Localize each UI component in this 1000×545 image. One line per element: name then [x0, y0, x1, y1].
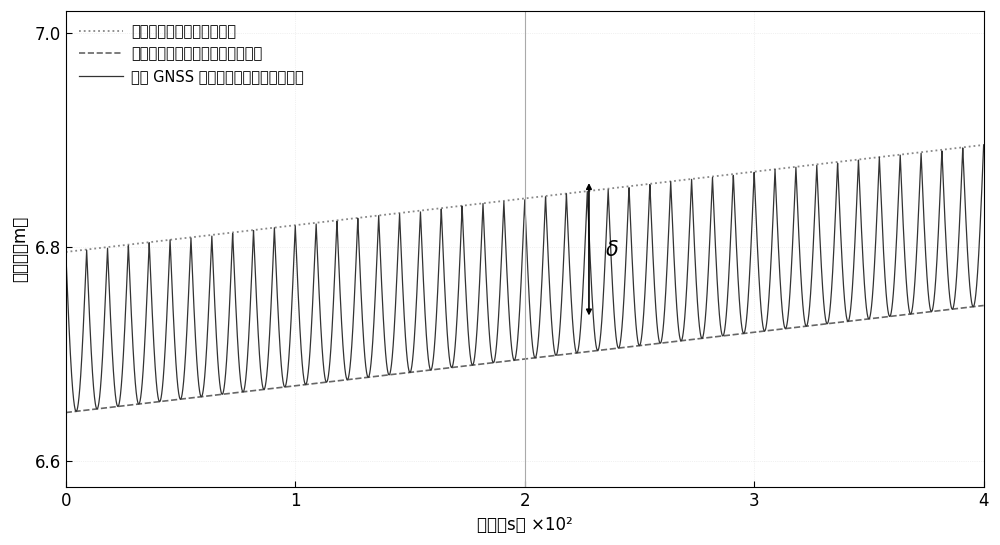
- Text: $\delta$: $\delta$: [605, 240, 619, 260]
- 随船 GNSS 接收机所测原始大地高水位: [789, 177, 801, 184]
- 无横纵摇影响的大地高水位: [60, 249, 72, 255]
- 随船 GNSS 接收机所测原始大地高水位: [740, 318, 752, 324]
- 无横纵摇影响的大地高水位: [740, 169, 752, 176]
- 滤除波浪效应影响后的大地高水位: [60, 409, 72, 416]
- 滤除波浪效应影响后的大地高水位: [603, 346, 615, 353]
- 滤除波浪效应影响后的大地高水位: [392, 371, 404, 377]
- 滤除波浪效应影响后的大地高水位: [643, 341, 655, 348]
- 无横纵摇影响的大地高水位: [643, 181, 655, 187]
- 随船 GNSS 接收机所测原始大地高水位: [978, 142, 990, 148]
- Legend: 无横纵摇影响的大地高水位, 滤除波浪效应影响后的大地高水位, 随船 GNSS 接收机所测原始大地高水位: 无横纵摇影响的大地高水位, 滤除波浪效应影响后的大地高水位, 随船 GNSS 接…: [73, 19, 310, 90]
- Line: 随船 GNSS 接收机所测原始大地高水位: 随船 GNSS 接收机所测原始大地高水位: [66, 145, 984, 411]
- Y-axis label: 大地高（m）: 大地高（m）: [11, 216, 29, 282]
- X-axis label: 时间（s） ×10²: 时间（s） ×10²: [477, 516, 573, 534]
- 滤除波浪效应影响后的大地高水位: [789, 324, 801, 331]
- 滤除波浪效应影响后的大地高水位: [740, 330, 752, 336]
- 随船 GNSS 接收机所测原始大地高水位: [392, 242, 404, 249]
- 随船 GNSS 接收机所测原始大地高水位: [60, 249, 72, 255]
- 随船 GNSS 接收机所测原始大地高水位: [643, 201, 655, 207]
- 随船 GNSS 接收机所测原始大地高水位: [603, 205, 615, 212]
- 无横纵摇影响的大地高水位: [978, 142, 990, 148]
- 随船 GNSS 接收机所测原始大地高水位: [106, 344, 118, 351]
- 无横纵摇影响的大地高水位: [392, 210, 404, 216]
- 随船 GNSS 接收机所测原始大地高水位: [70, 408, 82, 415]
- Line: 滤除波浪效应影响后的大地高水位: 滤除波浪效应影响后的大地高水位: [66, 306, 984, 413]
- 无横纵摇影响的大地高水位: [789, 164, 801, 170]
- 滤除波浪效应影响后的大地高水位: [978, 302, 990, 309]
- 无横纵摇影响的大地高水位: [603, 185, 615, 192]
- 无横纵摇影响的大地高水位: [106, 243, 118, 250]
- Line: 无横纵摇影响的大地高水位: 无横纵摇影响的大地高水位: [66, 145, 984, 252]
- 滤除波浪效应影响后的大地高水位: [106, 404, 118, 410]
